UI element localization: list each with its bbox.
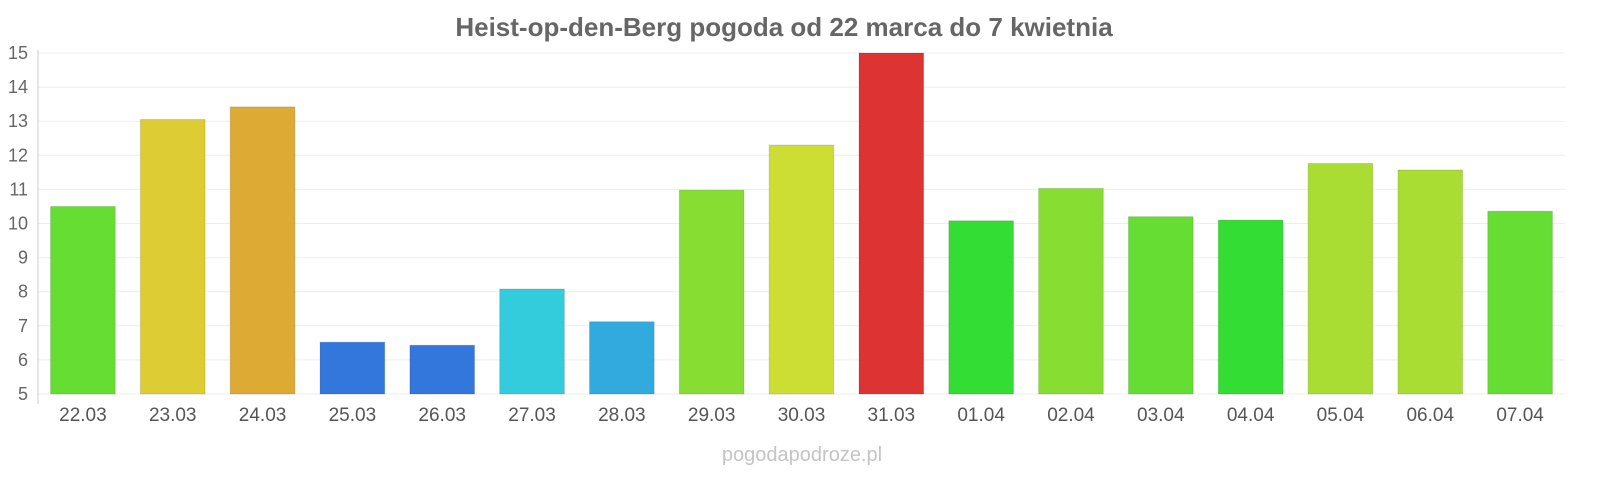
y-tick-label: 9 bbox=[18, 248, 28, 268]
y-tick-label: 10 bbox=[8, 214, 28, 234]
bar-23.03 bbox=[139, 118, 206, 395]
x-tick-label: 31.03 bbox=[868, 405, 916, 426]
x-tick-label: 24.03 bbox=[239, 405, 287, 426]
x-tick-label: 23.03 bbox=[149, 405, 197, 426]
x-tick-label: 06.04 bbox=[1406, 405, 1454, 426]
x-tick-label: 25.03 bbox=[329, 405, 377, 426]
bar-28.03 bbox=[589, 321, 655, 395]
bar-07.04 bbox=[1487, 210, 1553, 395]
x-tick-label: 03.04 bbox=[1137, 405, 1185, 426]
x-tick-label: 28.03 bbox=[598, 405, 646, 426]
watermark: pogodapodroze.pl bbox=[722, 444, 882, 466]
y-tick-label: 14 bbox=[8, 77, 28, 97]
bar-25.03 bbox=[319, 341, 386, 395]
x-tick-label: 05.04 bbox=[1317, 405, 1365, 426]
bar-29.03 bbox=[678, 189, 745, 395]
x-tick-label: 29.03 bbox=[688, 405, 736, 426]
x-tick-label: 01.04 bbox=[957, 405, 1005, 426]
bar-03.04 bbox=[1127, 216, 1194, 395]
y-tick-label: 12 bbox=[8, 145, 28, 165]
bar-04.04 bbox=[1217, 219, 1284, 395]
bar-02.04 bbox=[1038, 187, 1104, 395]
bar-27.03 bbox=[499, 288, 565, 395]
y-tick-label: 7 bbox=[18, 316, 28, 336]
x-tick-label: 04.04 bbox=[1227, 405, 1275, 426]
bar-24.03 bbox=[229, 106, 296, 395]
y-tick-label: 5 bbox=[18, 384, 28, 404]
bars bbox=[50, 52, 1553, 395]
x-axis-ticks: 22.03 23.03 24.03 25.03 26.03 27.03 28.03 29.03… bbox=[59, 405, 1544, 426]
bar-06.04 bbox=[1397, 169, 1464, 395]
bar-31.03 bbox=[858, 52, 925, 395]
bar-22.03 bbox=[50, 205, 116, 395]
bar-30.03 bbox=[768, 144, 835, 395]
bar-26.03 bbox=[409, 344, 476, 395]
chart-title: Heist-op-den-Berg pogoda od 22 marca do … bbox=[455, 12, 1113, 42]
y-tick-label: 6 bbox=[18, 350, 28, 370]
y-tick-label: 8 bbox=[18, 282, 28, 302]
y-axis-ticks: 5 6 7 8 9 10 11 12 13 14 15 bbox=[8, 43, 28, 404]
x-tick-label: 02.04 bbox=[1047, 405, 1095, 426]
y-tick-label: 11 bbox=[9, 179, 28, 199]
x-tick-label: 30.03 bbox=[778, 405, 826, 426]
bar-05.04 bbox=[1307, 162, 1374, 395]
x-tick-label: 07.04 bbox=[1496, 405, 1544, 426]
x-tick-label: 26.03 bbox=[418, 405, 466, 426]
x-tick-label: 27.03 bbox=[508, 405, 556, 426]
y-tick-label: 13 bbox=[8, 111, 28, 131]
bar-01.04 bbox=[948, 220, 1014, 395]
y-tick-label: 15 bbox=[8, 43, 28, 63]
x-tick-label: 22.03 bbox=[59, 405, 107, 426]
